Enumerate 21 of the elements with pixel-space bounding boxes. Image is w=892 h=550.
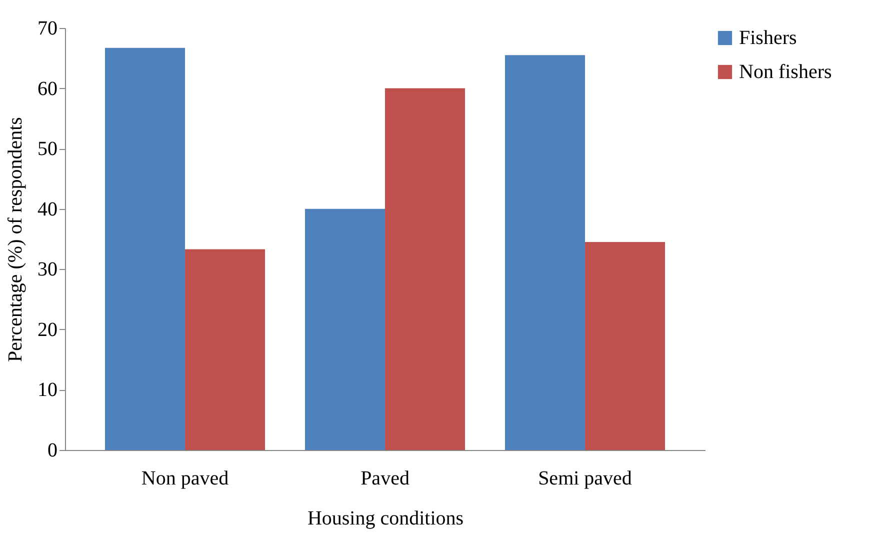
x-axis-title: Housing conditions (307, 508, 464, 530)
y-tick-label: 30 (38, 258, 58, 281)
y-tick-label: 60 (38, 78, 58, 100)
bar (185, 249, 265, 450)
bar (585, 242, 665, 450)
x-tick-label: Non paved (141, 468, 229, 490)
bar (505, 55, 585, 450)
y-tick-label: 70 (38, 18, 58, 40)
x-tick-label: Semi paved (538, 468, 632, 490)
y-tick-label: 50 (38, 138, 58, 160)
y-tick-label: 0 (48, 440, 58, 462)
y-tick-label: 10 (38, 379, 58, 402)
y-tick-label: 40 (38, 198, 58, 220)
y-tick-label: 20 (38, 318, 58, 341)
y-axis-title: Percentage (%) of respondents (4, 116, 26, 362)
x-tick-label: Paved (360, 468, 410, 490)
bar (305, 208, 385, 450)
legend-label: Non fishers (739, 61, 832, 83)
bar (105, 48, 185, 450)
bar (385, 88, 465, 450)
legend-label: Fishers (739, 27, 797, 49)
